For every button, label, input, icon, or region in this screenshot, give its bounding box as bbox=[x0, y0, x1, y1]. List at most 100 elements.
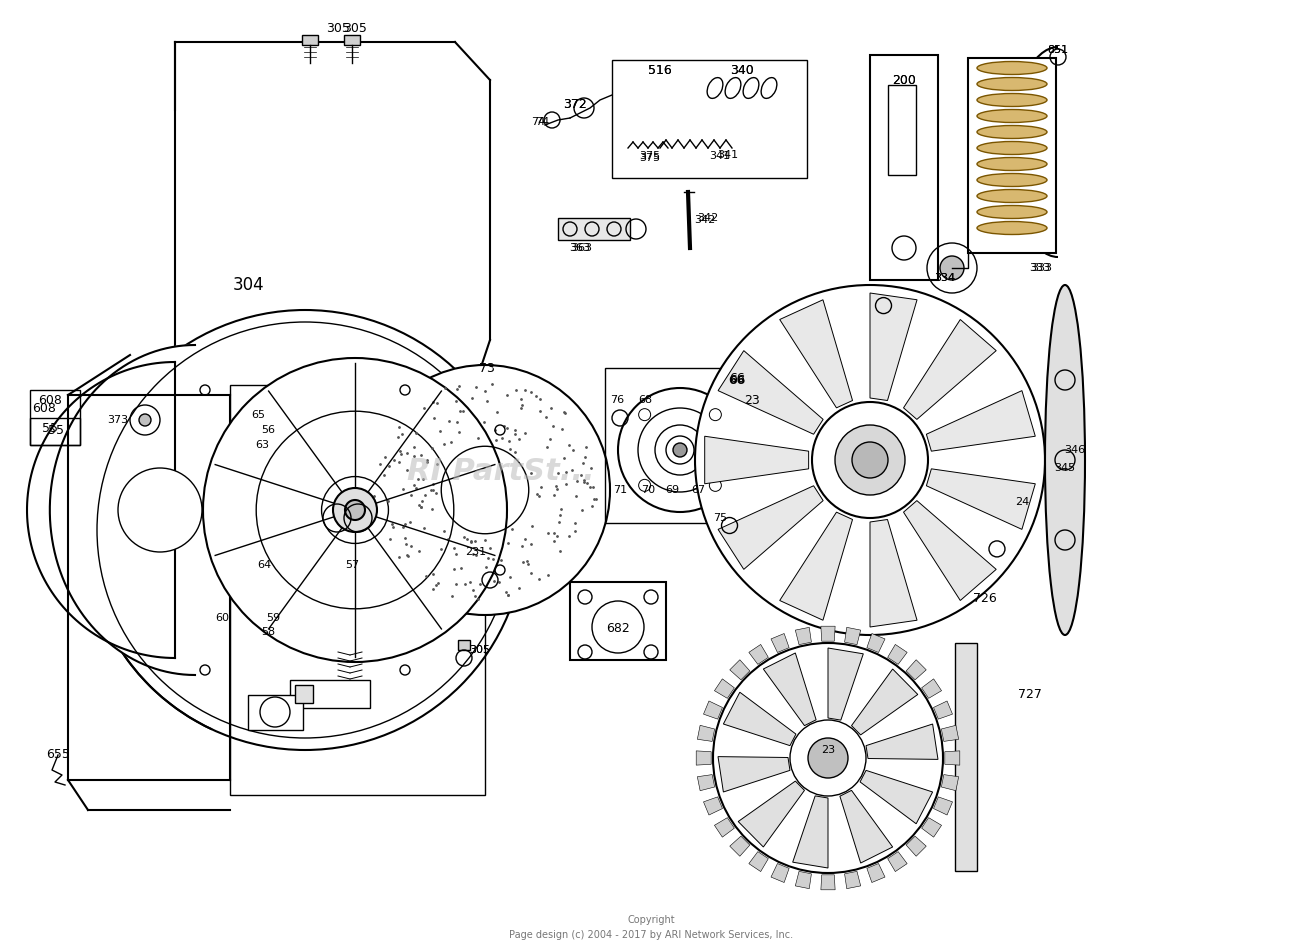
Polygon shape bbox=[866, 724, 937, 760]
Polygon shape bbox=[945, 751, 960, 765]
Text: 24: 24 bbox=[1014, 497, 1029, 507]
Polygon shape bbox=[927, 468, 1035, 529]
Polygon shape bbox=[906, 660, 926, 680]
Polygon shape bbox=[828, 648, 863, 720]
Polygon shape bbox=[845, 627, 861, 645]
Text: 341: 341 bbox=[710, 151, 730, 161]
Polygon shape bbox=[49, 345, 335, 675]
Text: 373: 373 bbox=[108, 415, 129, 425]
Circle shape bbox=[835, 425, 905, 495]
Polygon shape bbox=[703, 701, 723, 719]
Polygon shape bbox=[771, 863, 789, 883]
Polygon shape bbox=[719, 350, 823, 434]
Polygon shape bbox=[888, 645, 907, 664]
Polygon shape bbox=[840, 790, 893, 863]
Text: 851: 851 bbox=[1047, 45, 1069, 55]
Ellipse shape bbox=[976, 173, 1047, 187]
Text: 305: 305 bbox=[470, 645, 491, 655]
Text: Page design (c) 2004 - 2017 by ARI Network Services, Inc.: Page design (c) 2004 - 2017 by ARI Netwo… bbox=[509, 930, 793, 940]
Polygon shape bbox=[927, 390, 1035, 451]
Polygon shape bbox=[870, 520, 917, 627]
Polygon shape bbox=[698, 725, 715, 742]
Ellipse shape bbox=[976, 62, 1047, 74]
Polygon shape bbox=[934, 797, 953, 815]
Text: 69: 69 bbox=[665, 485, 680, 495]
Polygon shape bbox=[715, 679, 734, 699]
Polygon shape bbox=[845, 871, 861, 888]
Text: 682: 682 bbox=[607, 622, 630, 634]
Text: 340: 340 bbox=[730, 64, 754, 76]
Ellipse shape bbox=[1046, 285, 1085, 635]
Ellipse shape bbox=[976, 126, 1047, 138]
Text: 333: 333 bbox=[1030, 263, 1051, 273]
Text: 68: 68 bbox=[638, 395, 652, 405]
Text: 726: 726 bbox=[973, 591, 997, 605]
Polygon shape bbox=[867, 863, 885, 883]
Polygon shape bbox=[941, 775, 958, 791]
Bar bbox=[559, 218, 630, 240]
Text: 70: 70 bbox=[641, 485, 655, 495]
Ellipse shape bbox=[976, 93, 1047, 107]
Polygon shape bbox=[941, 725, 958, 742]
Bar bbox=[612, 60, 807, 178]
Text: 305: 305 bbox=[470, 645, 491, 655]
Polygon shape bbox=[796, 627, 811, 645]
Ellipse shape bbox=[976, 157, 1047, 170]
Ellipse shape bbox=[976, 189, 1047, 203]
Text: 342: 342 bbox=[694, 215, 716, 225]
Ellipse shape bbox=[976, 222, 1047, 234]
Text: 55: 55 bbox=[48, 424, 64, 437]
Ellipse shape bbox=[976, 206, 1047, 219]
Polygon shape bbox=[852, 669, 918, 735]
Text: 231: 231 bbox=[465, 547, 487, 557]
Text: 200: 200 bbox=[892, 73, 915, 87]
Circle shape bbox=[852, 442, 888, 478]
Text: RI PartSt...: RI PartSt... bbox=[408, 457, 595, 486]
Polygon shape bbox=[717, 757, 790, 792]
Text: 372: 372 bbox=[564, 98, 587, 111]
Polygon shape bbox=[771, 633, 789, 652]
Text: 60: 60 bbox=[215, 613, 229, 623]
Bar bbox=[247, 695, 303, 730]
Text: 375: 375 bbox=[639, 153, 660, 163]
Bar bbox=[230, 385, 486, 795]
Polygon shape bbox=[934, 701, 953, 719]
Text: 66: 66 bbox=[728, 373, 746, 387]
Polygon shape bbox=[867, 633, 885, 652]
Text: 340: 340 bbox=[730, 64, 754, 76]
Text: 64: 64 bbox=[256, 560, 271, 570]
Text: 76: 76 bbox=[609, 395, 624, 405]
Polygon shape bbox=[780, 512, 853, 621]
Bar bbox=[290, 680, 370, 708]
Polygon shape bbox=[870, 293, 917, 401]
Text: 334: 334 bbox=[935, 273, 956, 283]
Text: 372: 372 bbox=[564, 98, 587, 111]
Polygon shape bbox=[724, 692, 796, 745]
Text: 74: 74 bbox=[535, 117, 549, 127]
Bar bbox=[888, 85, 917, 175]
Circle shape bbox=[139, 414, 151, 426]
Text: 363: 363 bbox=[572, 243, 592, 253]
Polygon shape bbox=[922, 679, 941, 699]
Bar bbox=[302, 35, 318, 45]
Circle shape bbox=[333, 488, 378, 532]
Bar bbox=[605, 368, 750, 523]
Text: 73: 73 bbox=[479, 362, 495, 374]
Circle shape bbox=[940, 256, 963, 280]
Polygon shape bbox=[796, 871, 811, 888]
Ellipse shape bbox=[976, 77, 1047, 90]
Text: 727: 727 bbox=[1018, 688, 1042, 702]
Circle shape bbox=[359, 365, 611, 615]
Text: 56: 56 bbox=[260, 425, 275, 435]
Polygon shape bbox=[922, 818, 941, 837]
Polygon shape bbox=[888, 852, 907, 871]
Text: 333: 333 bbox=[1031, 263, 1052, 273]
Text: 23: 23 bbox=[745, 393, 760, 407]
Circle shape bbox=[812, 402, 928, 518]
Text: 363: 363 bbox=[569, 243, 591, 253]
Polygon shape bbox=[749, 645, 768, 664]
Polygon shape bbox=[861, 770, 932, 823]
Bar bbox=[344, 35, 359, 45]
Text: 55: 55 bbox=[42, 422, 59, 434]
Circle shape bbox=[790, 720, 866, 796]
